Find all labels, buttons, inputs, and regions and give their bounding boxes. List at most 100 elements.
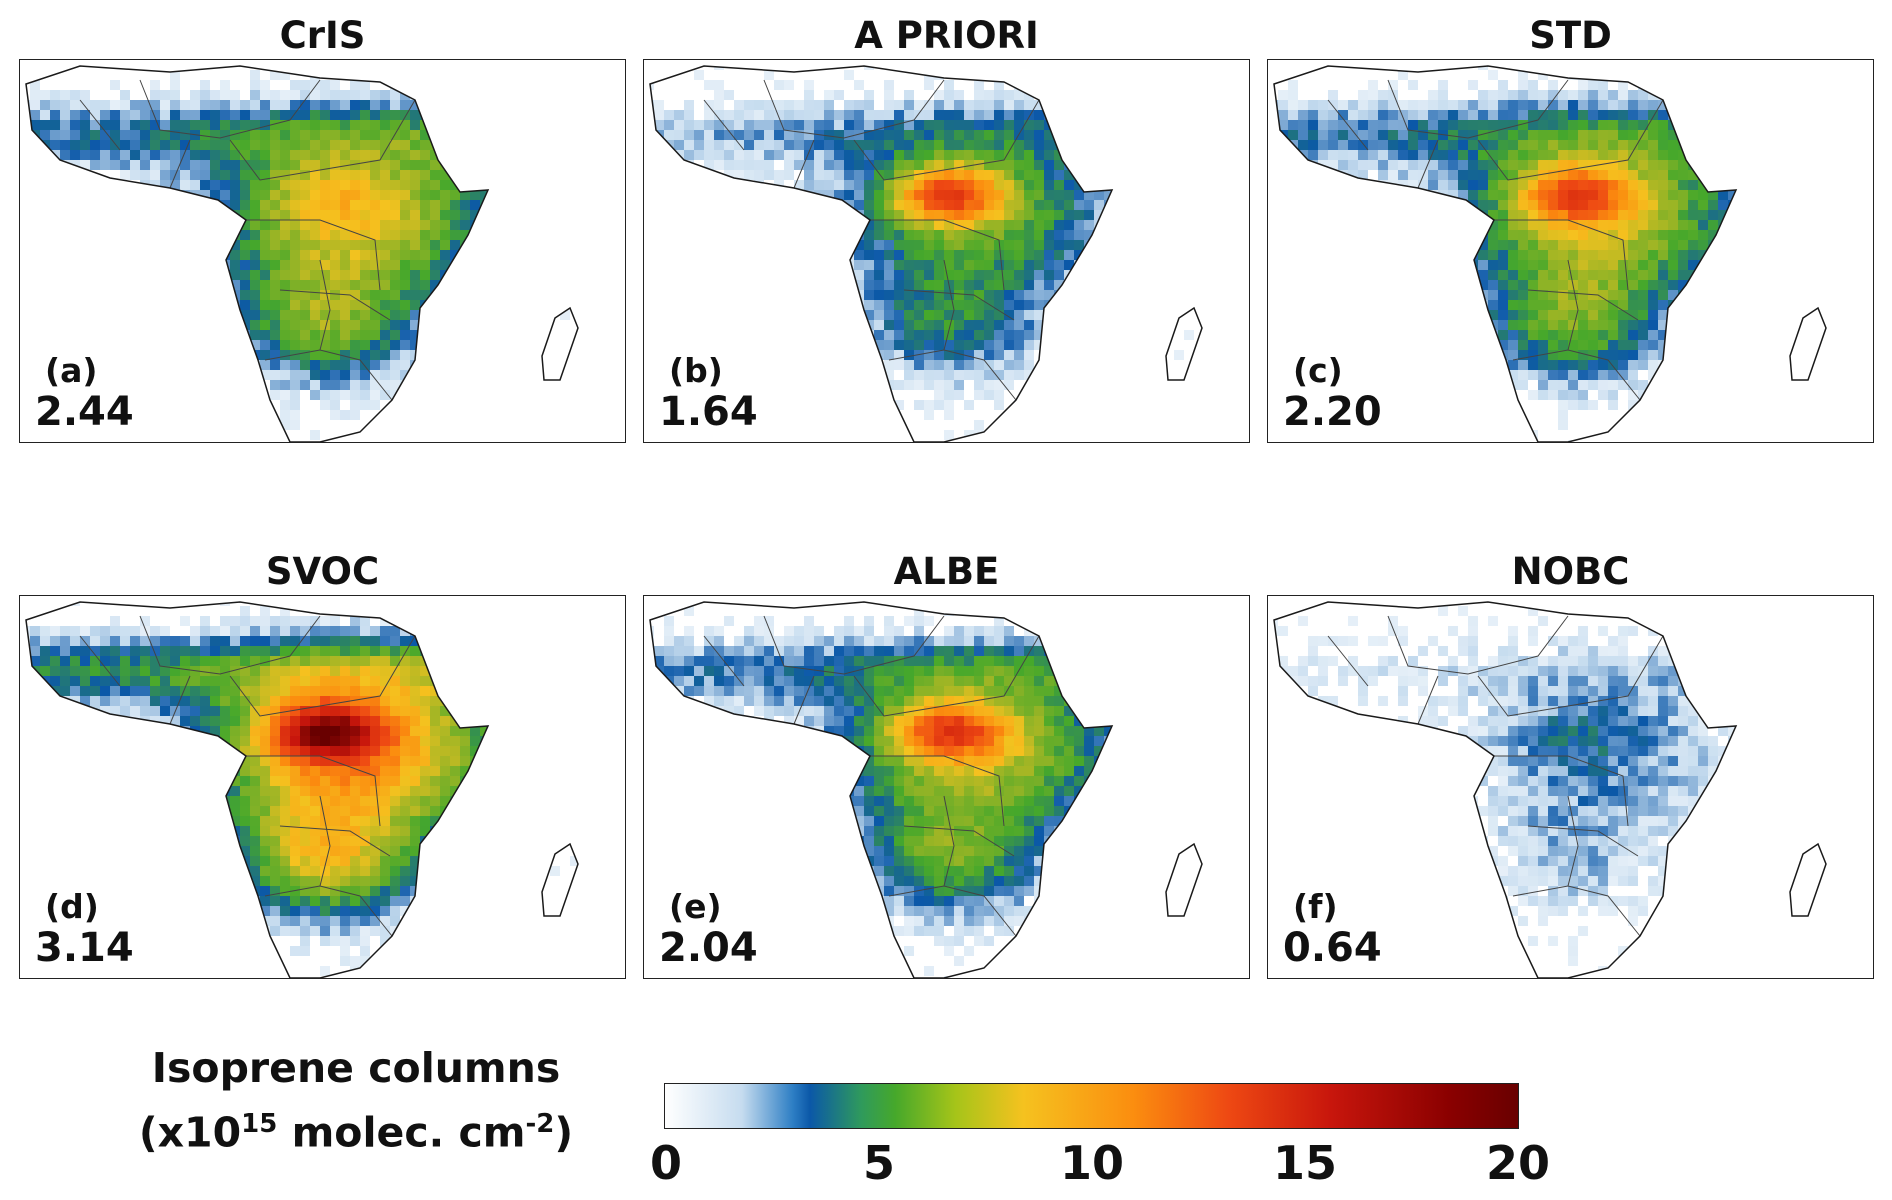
panel-title: ALBE — [893, 550, 1000, 593]
country-border — [279, 825, 391, 857]
panel-mean-value: 2.44 — [35, 389, 134, 435]
country-border — [1417, 675, 1439, 725]
panel-title: A PRIORI — [854, 14, 1039, 57]
map-frame — [643, 595, 1250, 979]
coastline — [649, 601, 1114, 978]
country-border — [870, 755, 1005, 827]
coastline — [1789, 842, 1827, 917]
africa-map — [649, 601, 1203, 978]
coastline — [25, 601, 490, 978]
country-border — [1567, 795, 1579, 887]
coastline — [1273, 601, 1738, 978]
colorbar — [664, 1083, 1519, 1129]
map-frame — [19, 595, 626, 979]
country-border — [1527, 289, 1639, 321]
country-border — [703, 635, 745, 687]
panel-letter: (e) — [669, 887, 722, 926]
panel-mean-value: 2.20 — [1283, 389, 1382, 435]
country-border — [279, 289, 391, 321]
panel-letter: (f) — [1293, 887, 1338, 926]
colorbar-tick: 5 — [862, 1136, 895, 1190]
map-panel-f: NOBC (f) 0.64 — [1267, 553, 1874, 979]
africa-map — [1273, 601, 1827, 978]
map-panel-c: STD (c) 2.20 — [1267, 17, 1874, 443]
country-border — [169, 139, 191, 189]
panel-mean-value: 3.14 — [35, 925, 134, 971]
country-border — [1477, 635, 1664, 717]
panel-title: CrIS — [279, 14, 366, 57]
country-border — [1494, 219, 1629, 291]
panel-mean-value: 1.64 — [659, 389, 758, 435]
panel-letter: (c) — [1293, 351, 1343, 390]
map-panel-e: ALBE (e) 2.04 — [643, 553, 1250, 979]
country-border — [1417, 139, 1439, 189]
coastline — [649, 65, 1114, 442]
country-border — [79, 99, 121, 151]
country-border — [139, 615, 321, 675]
country-border — [943, 795, 955, 887]
isoprene-field — [1274, 602, 1826, 976]
map-frame — [1267, 595, 1874, 979]
country-border — [1327, 635, 1369, 687]
country-border — [1387, 79, 1569, 139]
country-border — [319, 795, 331, 887]
coastline — [1273, 65, 1738, 442]
country-border — [246, 755, 381, 827]
coastline — [1165, 842, 1203, 917]
panel-title: SVOC — [265, 550, 380, 593]
country-border — [1512, 885, 1641, 937]
africa-map — [25, 601, 579, 978]
country-border — [319, 259, 331, 351]
country-border — [793, 675, 815, 725]
country-border — [264, 885, 393, 937]
country-border — [246, 219, 381, 291]
coastline — [541, 842, 579, 917]
panel-letter: (a) — [45, 351, 98, 390]
colorbar-label-line2: (x1015 molec. cm-2) — [138, 1108, 574, 1157]
country-border — [1327, 99, 1369, 151]
panel-title: NOBC — [1511, 550, 1630, 593]
colorbar-tick: 0 — [649, 1136, 682, 1190]
country-border — [888, 349, 1017, 401]
country-border — [793, 139, 815, 189]
coastline — [541, 306, 579, 381]
africa-map — [1273, 65, 1827, 442]
isoprene-field — [650, 66, 1202, 442]
panel-mean-value: 2.04 — [659, 925, 758, 971]
country-border — [853, 99, 1040, 181]
country-border — [1387, 615, 1569, 675]
panel-mean-value: 0.64 — [1283, 925, 1382, 971]
map-frame — [1267, 59, 1874, 443]
country-border — [903, 289, 1015, 321]
country-border — [943, 259, 955, 351]
country-border — [870, 219, 1005, 291]
country-border — [1477, 99, 1664, 181]
panel-letter: (b) — [669, 351, 723, 390]
colorbar-tick: 10 — [1059, 1136, 1124, 1190]
colorbar-label: Isoprene columns (x1015 molec. cm-2) — [86, 1040, 626, 1161]
colorbar-ticks: 0 5 10 15 20 — [650, 1136, 1550, 1190]
panel-letter: (d) — [45, 887, 99, 926]
country-border — [888, 885, 1017, 937]
map-panel-d: SVOC (d) 3.14 — [19, 553, 626, 979]
panel-title: STD — [1529, 14, 1612, 57]
country-border — [763, 615, 945, 675]
country-border — [1512, 349, 1641, 401]
isoprene-field — [26, 602, 578, 978]
country-border — [1494, 755, 1629, 827]
country-border — [169, 675, 191, 725]
map-panel-a: CrIS (a) 2.44 — [19, 17, 626, 443]
map-panel-b: A PRIORI (b) 1.64 — [643, 17, 1250, 443]
country-border — [903, 825, 1015, 857]
country-border — [1527, 825, 1639, 857]
country-border — [763, 79, 945, 139]
country-border — [703, 99, 745, 151]
country-border — [264, 349, 393, 401]
isoprene-field — [26, 66, 578, 442]
country-border — [79, 635, 121, 687]
isoprene-field — [650, 602, 1202, 978]
colorbar-tick: 15 — [1272, 1136, 1337, 1190]
africa-map — [25, 65, 579, 442]
colorbar-label-line1: Isoprene columns — [151, 1044, 561, 1092]
coastline — [25, 65, 490, 442]
